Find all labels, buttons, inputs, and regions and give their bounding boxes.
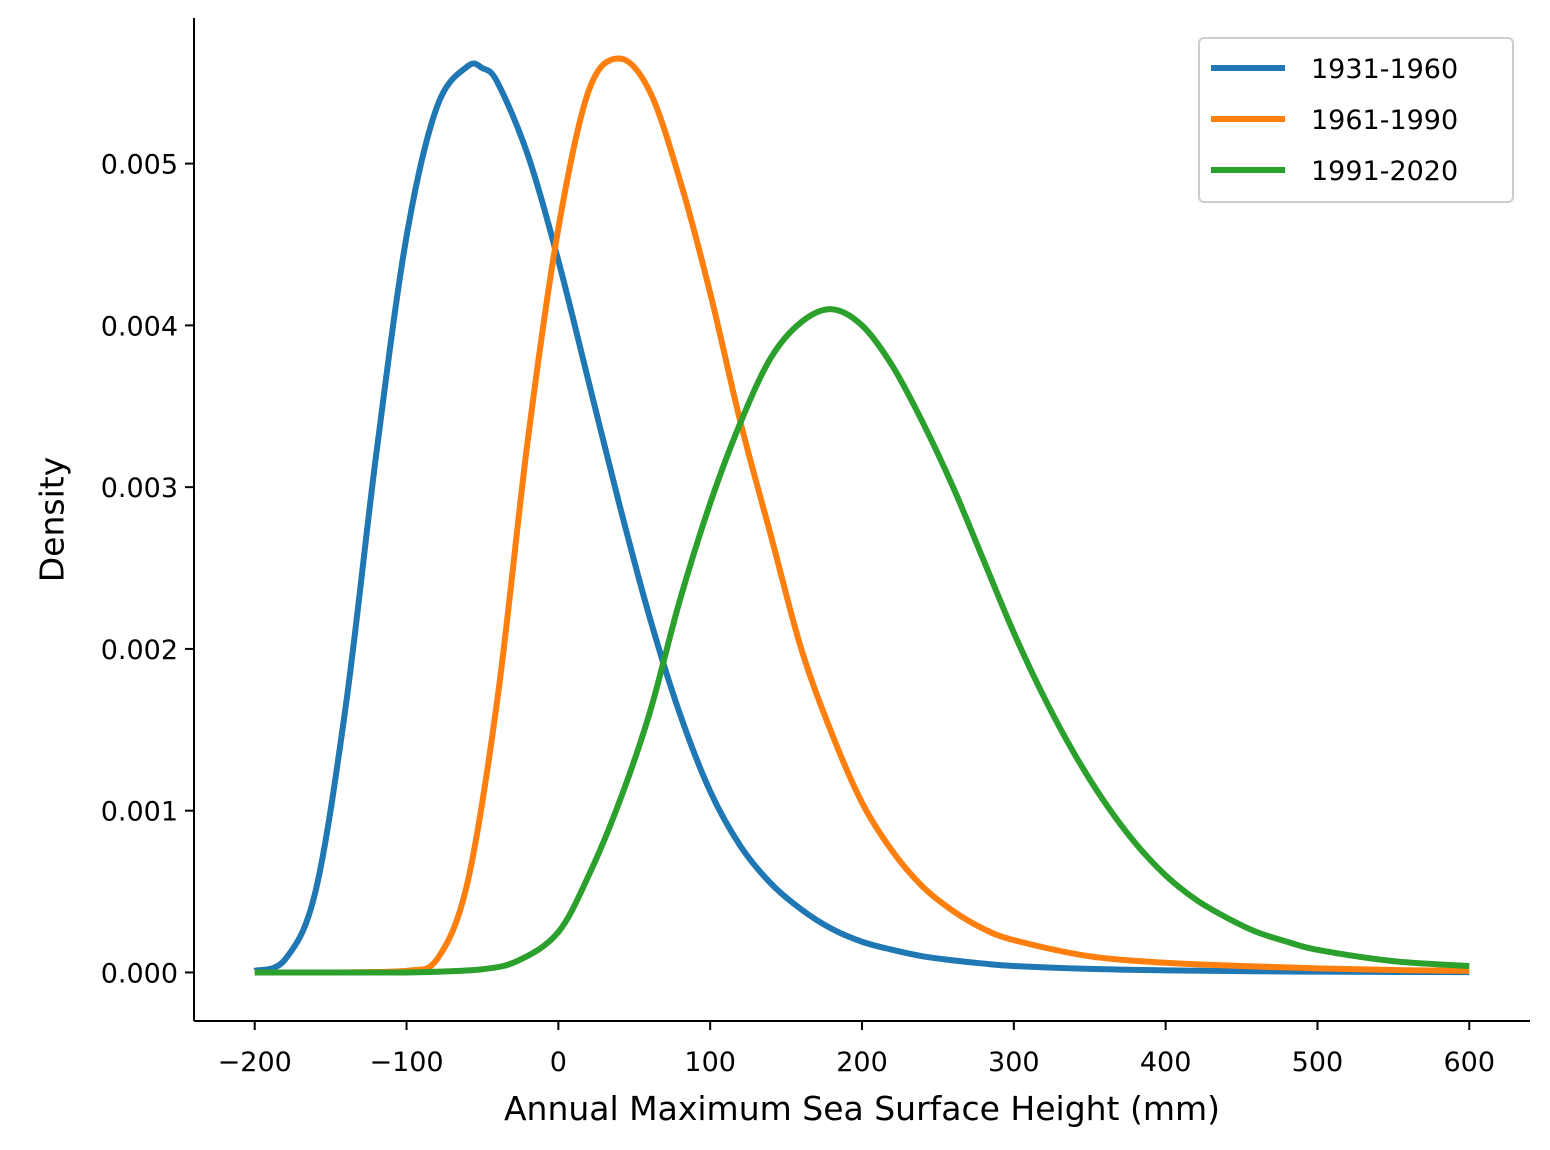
x-tick-label: 200 xyxy=(836,1047,888,1078)
x-tick-label: 300 xyxy=(988,1047,1040,1078)
x-tick-label: 600 xyxy=(1443,1047,1495,1078)
y-tick-label: 0.002 xyxy=(101,635,178,666)
legend-label: 1961-1990 xyxy=(1311,105,1458,136)
legend-frame xyxy=(1198,37,1514,203)
series-line-1931-1960 xyxy=(253,60,1470,976)
x-tick-label: 400 xyxy=(1140,1047,1192,1078)
x-tick-label: 100 xyxy=(684,1047,736,1078)
legend-label: 1991-2020 xyxy=(1311,156,1458,187)
axes: −200 −100 0 100 200 300 400 500 600 0.0000.0010.… xyxy=(101,18,1530,1078)
y-tick-label: 0.005 xyxy=(101,150,178,181)
x-tick-label: 500 xyxy=(1292,1047,1344,1078)
y-ticks: 0.000 0.001 0.002 0.003 0.004 0.005 xyxy=(101,150,194,989)
x-tick-label: 0 xyxy=(550,1047,567,1078)
y-axis-title: Density xyxy=(33,457,72,582)
x-axis-title: Annual Maximum Sea Surface Height (mm) xyxy=(504,1089,1220,1128)
y-tick-label: 0.003 xyxy=(101,473,178,504)
legend-items: 1931-1960 1961-1990 1991-2020 xyxy=(1211,54,1458,187)
y-tick-label: 0.000 xyxy=(101,958,178,989)
series-line-1961-1990 xyxy=(254,55,1470,976)
series-line-1991-2020 xyxy=(254,306,1470,976)
y-tick-label: 0.001 xyxy=(101,797,178,828)
legend: 1931-1960 1961-1990 1991-2020 xyxy=(1198,37,1514,203)
x-tick-label: −200 xyxy=(218,1047,292,1078)
x-tick-label: −100 xyxy=(369,1047,443,1078)
legend-label: 1931-1960 xyxy=(1311,54,1458,85)
x-ticks: −200 −100 0 100 200 300 400 500 600 xyxy=(218,1021,1495,1078)
y-tick-label: 0.004 xyxy=(101,311,178,342)
series-lines xyxy=(253,55,1470,976)
